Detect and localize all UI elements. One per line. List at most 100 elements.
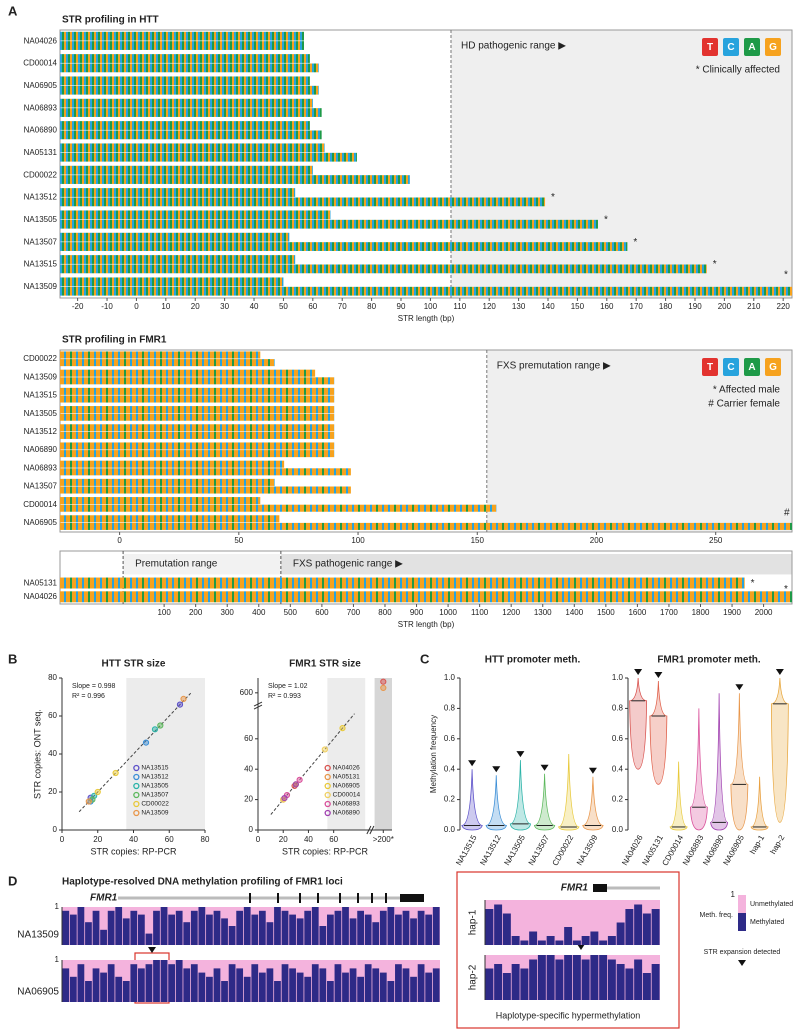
expansion-marker [654, 672, 663, 679]
meth-bar [228, 964, 236, 1002]
read-bar [60, 359, 275, 367]
x-tick-label: 300 [221, 608, 235, 617]
read-bar [60, 232, 290, 242]
meth-bar [130, 910, 138, 945]
x-tick-label: 30 [220, 302, 229, 311]
x-tick-label: 20 [279, 835, 288, 844]
legend-marker [133, 809, 140, 817]
read-bar [60, 450, 335, 458]
violin [750, 776, 769, 831]
base-swatch [765, 358, 781, 376]
base-swatch [702, 38, 718, 56]
x-tick-label: 1100 [471, 608, 489, 617]
track-label: NA06905 [17, 987, 59, 998]
violin [770, 677, 789, 823]
chart-title: HTT promoter meth. [485, 655, 581, 666]
x-tick-label: 0 [60, 835, 65, 844]
y-tick-label: 0.0 [444, 825, 456, 834]
x-tick-label: CD00022 [551, 833, 576, 867]
x-tick-label: 250 [709, 536, 723, 545]
meth-bar [92, 968, 100, 1002]
row-label: NA04026 [24, 592, 58, 601]
legend-label: Methylated [750, 919, 784, 926]
track-label: hap-1 [468, 909, 479, 935]
base-swatch [702, 358, 718, 376]
read-bar [60, 121, 310, 130]
meth-bar [160, 907, 168, 945]
row-label: NA06905 [24, 518, 58, 527]
meth-bar [206, 976, 213, 1002]
meth-bar [168, 914, 175, 945]
meth-bar [537, 940, 546, 945]
panel-letter: B [8, 651, 17, 666]
meth-bar [327, 981, 334, 1002]
meth-bar [319, 926, 327, 945]
row-label: NA04026 [24, 36, 58, 45]
x-tick-label: 130 [512, 302, 526, 311]
x-tick-label: 180 [659, 302, 673, 311]
meth-bar [296, 918, 304, 945]
panel-letter: C [420, 651, 430, 666]
y-tick-label: 80 [48, 673, 57, 682]
legend-label: NA05131 [333, 774, 360, 781]
chart-title: STR profiling in FMR1 [62, 335, 167, 346]
y-tick-label: 600 [240, 688, 254, 697]
meth-bar [311, 907, 319, 945]
x-tick-label: 190 [688, 302, 702, 311]
meth-bar [555, 940, 564, 945]
legend-label: NA06890 [333, 810, 360, 817]
x-tick-label: 200 [189, 608, 203, 617]
violin [629, 677, 648, 770]
meth-bar [266, 922, 274, 945]
point [151, 726, 159, 733]
y-tick-label: 1.0 [444, 673, 456, 682]
meth-bar [236, 968, 244, 1002]
read-bar [60, 165, 313, 175]
x-tick-label: 80 [201, 835, 210, 844]
meth-bar [85, 922, 92, 945]
read-bar [60, 143, 325, 153]
x-tick-label: 100 [424, 302, 438, 311]
read-bar [60, 63, 319, 73]
meth-bar [198, 972, 206, 1002]
meth-bar [69, 914, 77, 945]
expansion-marker [468, 760, 477, 767]
y-tick-label: 60 [48, 711, 57, 720]
meth-bar [599, 955, 608, 1000]
legend-marker [324, 764, 331, 772]
read-bar [60, 54, 310, 63]
x-tick-label: 20 [191, 302, 200, 311]
meth-bar [425, 972, 433, 1002]
meth-bar [616, 922, 625, 945]
meth-bar [183, 922, 191, 945]
base-letter: T [707, 362, 713, 373]
read-bar [60, 504, 497, 512]
legend-marker [324, 782, 331, 790]
x-tick-label: 60 [165, 835, 174, 844]
x-tick-label: 40 [129, 835, 138, 844]
row-label: CD00022 [23, 170, 57, 179]
meth-bar [62, 968, 70, 1002]
meth-bar [425, 914, 433, 945]
meth-bar [175, 910, 183, 945]
meth-bar [634, 904, 643, 945]
meth-bar [342, 972, 349, 1002]
meth-bar [372, 968, 380, 1002]
read-bar [60, 351, 261, 359]
x-tick-label: 0 [134, 302, 139, 311]
violin [509, 760, 532, 831]
meth-bar [564, 955, 573, 1000]
meth-bar [342, 907, 349, 945]
read-bar [60, 277, 284, 287]
x-axis-label: STR length (bp) [398, 620, 455, 629]
meth-bar [651, 909, 660, 945]
base-swatch [744, 358, 760, 376]
base-letter: C [727, 42, 734, 53]
x-tick-label: 500 [284, 608, 298, 617]
legend-label: CD00022 [141, 801, 169, 808]
threshold-label: FXS premutation range ▶ [497, 361, 611, 372]
meth-bar [357, 976, 364, 1002]
x-tick-label: 150 [471, 536, 485, 545]
y-tick-label: 20 [244, 795, 253, 804]
